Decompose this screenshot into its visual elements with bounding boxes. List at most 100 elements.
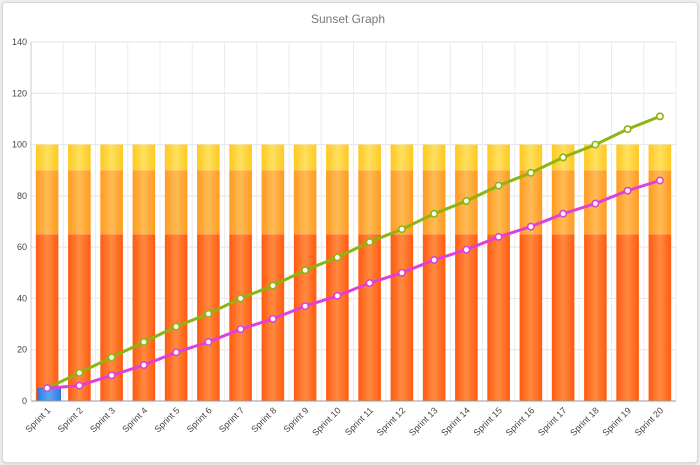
series-point [462,245,471,254]
series-point [301,266,310,275]
series-point [591,140,600,149]
grid-lines [30,41,677,402]
series-point [623,125,632,134]
series-line-2 [46,179,661,390]
x-tick-label: Sprint 11 [343,405,375,437]
stacked-bar-segment [551,170,575,235]
series-point [559,209,568,218]
stacked-bar-segment [358,170,381,235]
axes [30,42,676,402]
stacked-bar-segment [229,144,252,171]
x-tick-label: Sprint 1 [24,405,53,434]
x-tick-label: Sprint 16 [504,405,537,438]
x-tick-label: Sprint 18 [568,405,601,438]
stacked-bar-segment [197,144,220,171]
series-point [397,268,406,277]
stacked-bar-segment [390,170,414,235]
stacked-bar-segment [648,170,672,235]
series-point [236,325,245,334]
stacked-bar-segment [455,234,478,401]
x-tick-label: Sprint 10 [310,405,343,438]
series-point [107,371,116,380]
stacked-bar-segment [390,144,414,171]
y-tick-label: 120 [12,88,27,98]
series-point [526,222,535,231]
stacked-bar-segment [616,170,639,235]
stacked-bar-segment [293,234,317,401]
series-point [43,384,52,393]
chart-title: Sunset Graph [310,12,386,26]
x-tick-label: Sprint 2 [56,405,85,434]
series-point [430,255,439,264]
y-tick-label: 60 [17,242,27,252]
stacked-bar-segment [164,170,188,235]
x-tick-label: Sprint 13 [407,405,440,438]
stacked-bar-segment [584,144,607,171]
stacked-bar-segment [648,144,672,171]
series-point [365,279,374,288]
stacked-bar-segment [551,234,575,401]
stacked-bar-segment [35,170,59,235]
stacked-bar-segment [358,234,381,401]
stacked-bar-segment [487,234,510,401]
stacked-bar-segment [132,144,156,171]
x-tick-label: Sprint 17 [536,405,569,438]
series-point [365,238,374,247]
series-point [655,176,664,185]
stacked-bar-segment [358,144,381,171]
stacked-bar-segment [100,144,123,171]
series-point [236,294,245,303]
series-point [75,368,84,377]
stacked-bar-segment [422,234,446,401]
stacked-bar-segment [326,170,349,235]
x-tick-labels: Sprint 1 Sprint 2 Sprint 3 Sprint 4 Sprint 5… [24,405,666,438]
stacked-bar-segment [261,144,285,171]
series-point [655,112,664,121]
stacked-bar-segment [390,234,414,401]
y-tick-label: 20 [17,345,27,355]
x-tick-label: Sprint 8 [249,405,278,434]
x-tick-label: Sprint 19 [600,405,633,438]
stacked-bar-segment [68,234,91,401]
stacked-bar-segment [68,144,91,171]
y-tick-label: 40 [17,293,27,303]
series-point [462,196,471,205]
y-tick-label: 140 [12,37,27,47]
series-point [139,338,148,347]
stacked-bar-segment [519,144,543,171]
series-point [172,322,181,331]
stacked-bar-segment [164,144,188,171]
series-point [526,168,535,177]
x-tick-label: Sprint 9 [282,405,311,434]
series-point [397,225,406,234]
x-tick-label: Sprint 15 [471,405,504,438]
stacked-bar-segment [293,170,317,235]
stacked-bar-segment [616,144,639,171]
x-tick-label: Sprint 20 [633,405,666,438]
stacked-bar-segment [132,170,156,235]
series-point [559,153,568,162]
stacked-bar-segment [164,234,188,401]
series-point [139,361,148,370]
stacked-bar-segment [487,170,510,235]
stacked-bar-segment [68,170,91,235]
x-tick-label: Sprint 14 [439,405,472,438]
stacked-bar-segment [100,170,123,235]
stacked-bar-segment [519,234,543,401]
line-series [43,112,664,393]
series-point [494,181,503,190]
stacked-bar-segment [132,234,156,401]
stacked-bar-segment [326,234,349,401]
x-tick-label: Sprint 3 [88,405,117,434]
stacked-bar-segment [616,234,639,401]
stacked-bar-segment [648,234,672,401]
x-tick-label: Sprint 5 [153,405,182,434]
stacked-bar-segment [197,170,220,235]
y-tick-label: 80 [17,191,27,201]
stacked-bar-segment [35,144,59,171]
stacked-bar-segment [326,144,349,171]
y-tick-label: 100 [12,140,27,150]
stacked-bar-segment [584,234,607,401]
series-point [591,199,600,208]
